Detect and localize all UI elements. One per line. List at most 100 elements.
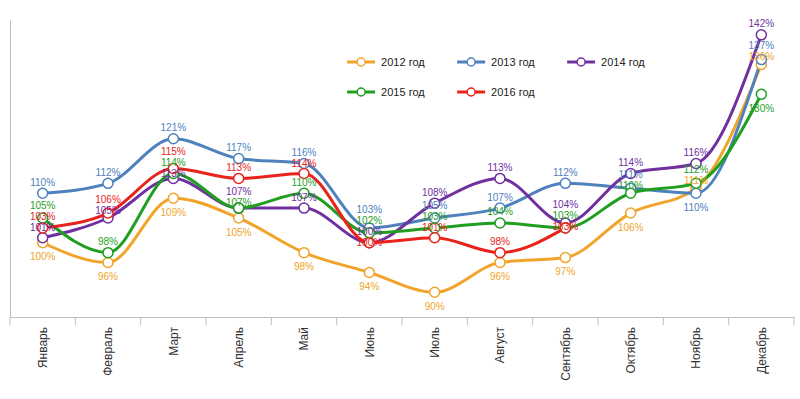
data-label: 117% [226, 142, 251, 153]
data-label: 104% [487, 206, 513, 217]
category-separator [467, 317, 468, 325]
data-label: 136% [749, 51, 775, 62]
data-label: 90% [425, 301, 445, 312]
legend: 2012 год2013 год2014 год2015 год2016 год [347, 56, 645, 98]
data-label: 111% [684, 175, 708, 186]
data-label: 108% [422, 187, 448, 198]
data-label: 112% [553, 167, 578, 178]
data-label: 97% [555, 266, 575, 277]
x-tick: Август [493, 327, 507, 364]
y-axis [10, 21, 11, 318]
data-label: 96% [98, 271, 118, 282]
data-label: 130% [749, 103, 775, 114]
x-tick: Июль [428, 327, 442, 358]
series-line [43, 169, 566, 253]
point-marker [168, 193, 178, 203]
point-marker [234, 213, 244, 223]
data-label: 103% [553, 221, 579, 232]
legend-label: 2015 год [381, 86, 425, 98]
point-marker [756, 30, 766, 40]
data-label: 114% [161, 157, 186, 168]
legend-label: 2012 год [381, 56, 425, 68]
x-tick-label: Сентябрь [559, 327, 573, 381]
data-label: 105% [422, 200, 448, 211]
data-label: 107% [291, 192, 317, 203]
x-tick-label: Август [493, 327, 507, 364]
data-label: 98% [490, 236, 510, 247]
category-separator [336, 317, 337, 325]
y-axis-line [10, 21, 11, 318]
category-separator [10, 317, 11, 325]
x-tick: Сентябрь [559, 327, 573, 381]
point-marker [38, 188, 48, 198]
point-marker [626, 208, 636, 218]
point-marker [234, 173, 244, 183]
x-tick: Февраль [101, 327, 115, 376]
category-separator [663, 317, 664, 325]
category-separator [794, 317, 795, 325]
data-label: 104% [553, 199, 579, 210]
point-marker [495, 248, 505, 258]
x-tick: Январь [36, 327, 50, 368]
data-label: 110% [684, 202, 709, 213]
data-label: 106% [618, 222, 644, 233]
point-marker [168, 134, 178, 144]
category-separator [271, 317, 272, 325]
point-marker [756, 89, 766, 99]
data-label: 105% [30, 200, 56, 211]
data-label: 103% [422, 211, 448, 222]
point-marker [495, 218, 505, 228]
category-separator [532, 317, 533, 325]
data-label: 101% [30, 222, 56, 233]
x-tick: Май [297, 327, 311, 351]
data-label: 103% [357, 204, 383, 215]
x-axis: Январь Февраль Март Апрель Май Июнь Июль Август… [10, 317, 795, 381]
data-label: 113% [161, 168, 186, 179]
x-tick: Июнь [363, 327, 377, 358]
x-tick: Ноябрь [689, 327, 703, 369]
category-separator [140, 317, 141, 325]
x-tick-label: Январь [36, 327, 50, 368]
data-label: 114% [618, 157, 643, 168]
data-label: 103% [553, 210, 579, 221]
data-label: 112% [96, 167, 121, 178]
data-label: 110% [618, 180, 643, 191]
data-label: 100% [30, 251, 56, 262]
plot-area [38, 30, 767, 297]
category-separator [75, 317, 76, 325]
data-label: 98% [294, 261, 314, 272]
data-label: 102% [357, 215, 383, 226]
point-marker [38, 233, 48, 243]
data-label: 107% [226, 186, 252, 197]
x-tick-label: Июль [428, 327, 442, 358]
legend-label: 2016 год [491, 86, 535, 98]
x-tick: Март [167, 327, 181, 356]
data-label: 113% [488, 162, 513, 173]
category-separator [402, 317, 403, 325]
point-marker [364, 267, 374, 277]
data-label: 116% [684, 147, 709, 158]
data-label: 103% [30, 211, 56, 222]
data-label: 107% [487, 192, 513, 203]
x-tick-label: Ноябрь [689, 327, 703, 369]
x-tick: Апрель [232, 327, 246, 368]
point-marker [103, 178, 113, 188]
legend-marker [577, 58, 585, 66]
legend-marker [357, 58, 365, 66]
x-tick-label: Декабрь [755, 327, 769, 374]
legend-marker [467, 58, 475, 66]
data-label: 94% [359, 281, 379, 292]
legend-marker [467, 88, 475, 96]
legend-item: 2014 год [567, 56, 645, 68]
chart: Январь Февраль Март Апрель Май Июнь Июль Август… [0, 0, 800, 399]
data-label: 105% [95, 205, 121, 216]
series-line [43, 35, 762, 243]
legend-label: 2014 год [601, 56, 645, 68]
data-label: 114% [292, 158, 317, 169]
data-label: 121% [161, 122, 187, 133]
data-label: 110% [30, 177, 55, 188]
data-label: 137% [749, 40, 775, 51]
series-line [43, 60, 762, 228]
point-marker [495, 173, 505, 183]
point-marker [430, 287, 440, 297]
